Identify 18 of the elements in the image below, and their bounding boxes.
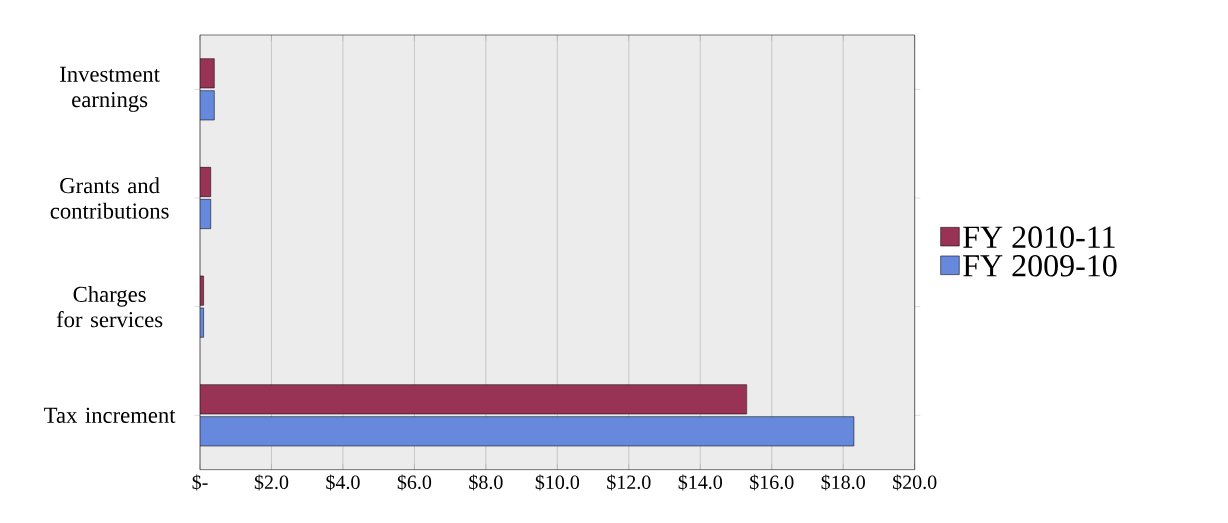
x-tick-label: $20.0 <box>893 474 937 491</box>
x-tick-label: $4.0 <box>326 474 360 491</box>
y-tick-label: Grants and contributions <box>50 177 169 219</box>
y-tick-label: Investment earnings <box>60 66 160 112</box>
x-tick-label: $12.0 <box>607 474 651 491</box>
x-tick-label: $18.0 <box>821 474 865 491</box>
x-tick-label: $10.0 <box>535 474 580 491</box>
x-tick-label: $8.0 <box>469 474 503 491</box>
x-tick-label: $14.0 <box>678 474 723 491</box>
legend-label: FY 2010-11 <box>963 226 1115 248</box>
y-tick-label: Tax increment <box>44 407 176 423</box>
y-tick-label: Charges for services <box>56 286 163 328</box>
legend-label: FY 2009-10 <box>963 254 1117 277</box>
bar <box>200 384 747 415</box>
x-tick-label: $6.0 <box>397 474 432 491</box>
x-tick-label: $2.0 <box>254 474 289 491</box>
x-tick-label: $16.0 <box>750 474 794 491</box>
x-tick-label: $- <box>192 474 208 491</box>
